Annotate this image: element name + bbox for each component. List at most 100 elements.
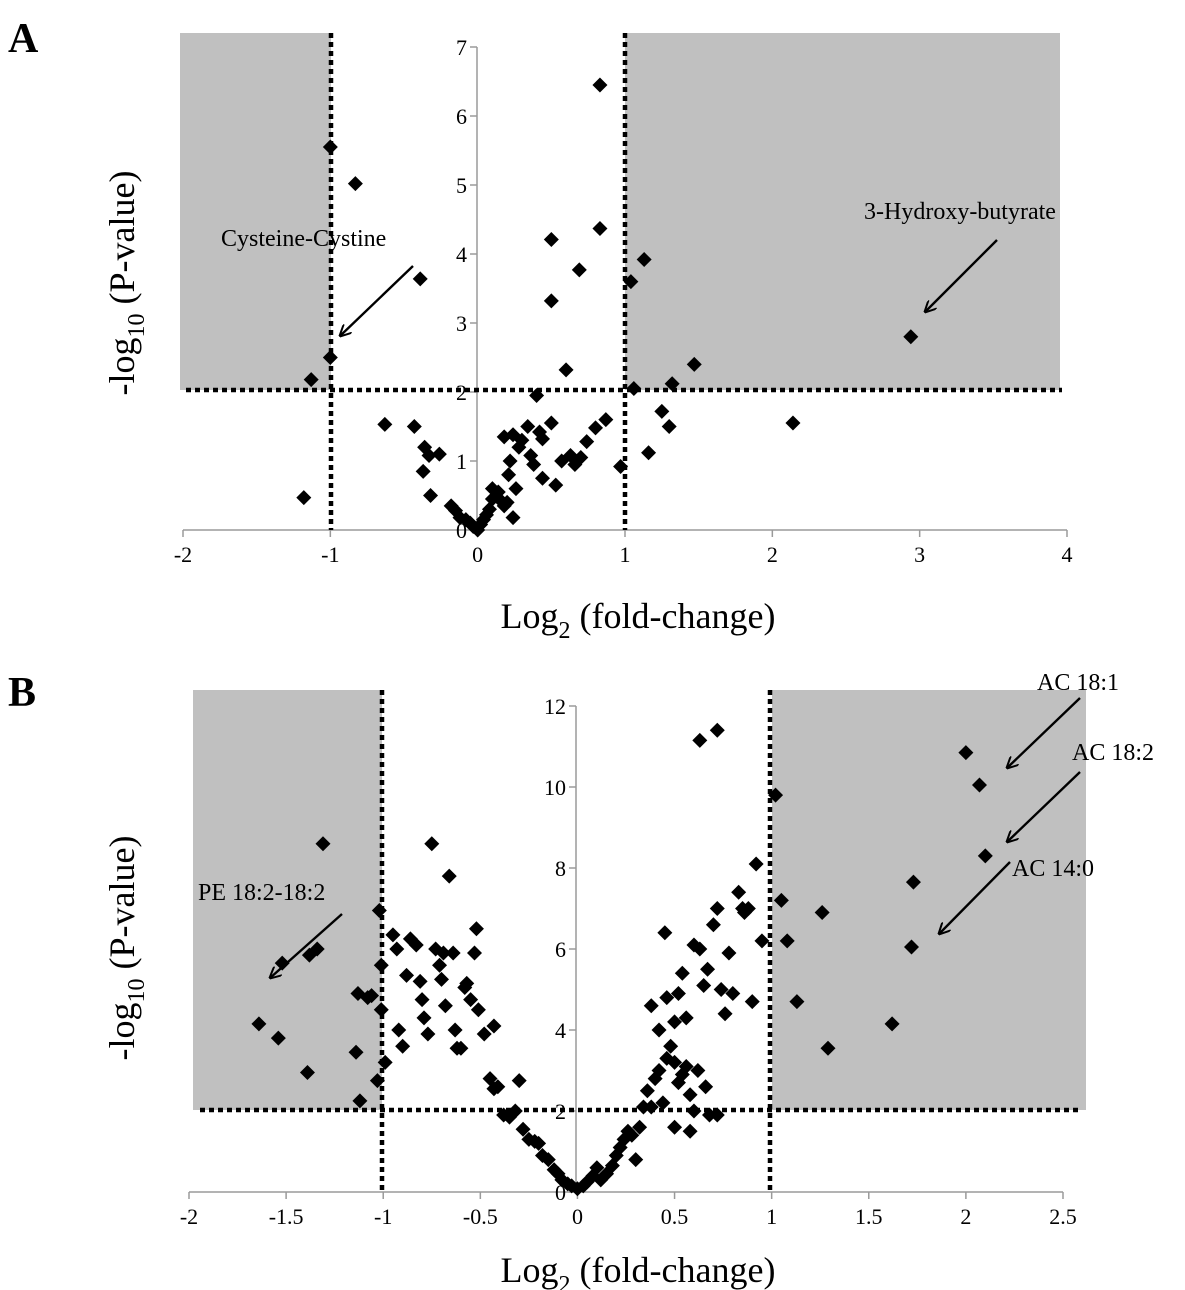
- data-point: [543, 415, 559, 431]
- panel-b-y-axis-title: -log10 (P-value): [102, 836, 150, 1061]
- data-point: [663, 1038, 679, 1054]
- panel-b-label: B: [8, 670, 36, 716]
- y-tick-label: 10: [544, 775, 566, 800]
- data-point: [731, 884, 747, 900]
- data-point: [686, 356, 702, 372]
- y-tick-label: 0: [456, 518, 467, 543]
- data-point: [514, 432, 530, 448]
- data-point: [441, 868, 457, 884]
- data-point: [423, 488, 439, 503]
- data-point: [511, 1073, 527, 1089]
- data-point: [657, 925, 673, 941]
- panel-b-annotation-pe-18-2-18-2: PE 18:2-18:2: [198, 880, 325, 906]
- data-point: [496, 429, 512, 445]
- panel-b-x-axis-title: Log2 (fold-change): [501, 1250, 776, 1290]
- data-point: [659, 990, 675, 1006]
- panel-b-shaded-region-right: [772, 690, 1086, 1110]
- panel-a: A -2 -1 0 1 2 3 4 0 1 2 3 4 5 6 7 Cysteine-Cystine 3-…: [8, 16, 1073, 644]
- data-point: [408, 937, 424, 953]
- panel-a-x-tick-labels: -2 -1 0 1 2 3 4: [174, 542, 1073, 567]
- data-point: [686, 1103, 702, 1119]
- data-point: [588, 420, 604, 436]
- data-point: [412, 271, 428, 287]
- panel-a-shaded-region-left: [180, 33, 331, 390]
- data-point: [705, 917, 721, 933]
- y-tick-label: 3: [456, 311, 467, 336]
- data-point: [655, 1095, 671, 1111]
- y-tick-label: 1: [456, 449, 467, 474]
- data-point: [626, 381, 642, 397]
- data-point: [315, 836, 331, 852]
- data-point: [702, 1107, 718, 1123]
- data-point: [414, 992, 430, 1008]
- x-tick-label: 1: [766, 1204, 777, 1229]
- data-point: [709, 901, 725, 916]
- panel-a-annotation-3-hydroxy-butyrate: 3-Hydroxy-butyrate: [864, 199, 1056, 225]
- data-point: [309, 941, 325, 957]
- data-point: [667, 1014, 683, 1030]
- data-point: [348, 1044, 364, 1060]
- data-point: [670, 986, 686, 1002]
- data-point: [700, 961, 716, 977]
- y-tick-label: 5: [456, 173, 467, 198]
- x-tick-label: 0.5: [661, 1204, 689, 1229]
- data-point: [632, 1119, 648, 1135]
- y-tick-label: 0: [555, 1180, 566, 1205]
- data-point: [534, 470, 550, 486]
- data-point: [424, 836, 440, 852]
- data-point: [412, 973, 428, 989]
- data-point: [558, 362, 574, 378]
- data-point: [420, 1026, 436, 1042]
- data-point: [628, 1152, 644, 1168]
- data-point: [322, 139, 338, 155]
- data-point: [789, 994, 805, 1010]
- data-point: [667, 1119, 683, 1135]
- x-tick-label: -2: [180, 1204, 198, 1229]
- data-point: [754, 933, 770, 949]
- data-point: [592, 77, 608, 93]
- data-point: [520, 419, 536, 434]
- data-point: [540, 1152, 556, 1168]
- data-point: [651, 1063, 667, 1078]
- data-point: [744, 994, 760, 1010]
- data-point: [636, 252, 652, 268]
- data-point: [395, 1038, 411, 1054]
- data-point: [651, 1022, 667, 1038]
- data-point: [543, 232, 559, 248]
- panel-b: B -2-1.5-1-0.500.511.522.5 024681012 AC …: [8, 670, 1154, 1290]
- data-point: [470, 1002, 486, 1018]
- data-point: [639, 1083, 655, 1099]
- data-point: [768, 787, 784, 803]
- data-point: [814, 905, 830, 921]
- x-tick-label: 2: [767, 542, 778, 567]
- data-point: [371, 903, 387, 919]
- panel-b-y-tick-labels: 024681012: [544, 694, 566, 1205]
- data-point: [251, 1016, 267, 1032]
- data-point: [373, 1002, 389, 1018]
- data-point: [692, 941, 708, 957]
- data-point: [369, 1073, 385, 1089]
- data-point: [654, 403, 670, 419]
- x-tick-label: 2.5: [1049, 1204, 1077, 1229]
- panel-a-annotation-cysteine-cystine: Cysteine-Cystine: [221, 226, 386, 252]
- data-point: [698, 1079, 714, 1095]
- data-point: [373, 957, 389, 973]
- data-point: [903, 329, 919, 345]
- data-point: [820, 1040, 836, 1056]
- data-point: [445, 945, 461, 961]
- y-tick-label: 6: [555, 937, 566, 962]
- y-tick-label: 2: [456, 380, 467, 405]
- data-point: [709, 1107, 725, 1123]
- data-point: [499, 494, 515, 510]
- panel-a-y-axis-title: -log10 (P-value): [102, 171, 150, 396]
- panel-b-annotation-ac-14-0: AC 14:0: [1012, 856, 1094, 882]
- data-point: [674, 965, 690, 981]
- panel-b-annotation-arrow-ac-14-0: [939, 861, 1011, 934]
- data-point: [322, 350, 338, 365]
- panel-b-annotation-ac-18-2: AC 18:2: [1072, 740, 1154, 766]
- data-point: [421, 447, 437, 463]
- data-point: [664, 376, 680, 392]
- data-point: [635, 1099, 651, 1115]
- data-point: [303, 372, 319, 388]
- data-point: [717, 1006, 733, 1022]
